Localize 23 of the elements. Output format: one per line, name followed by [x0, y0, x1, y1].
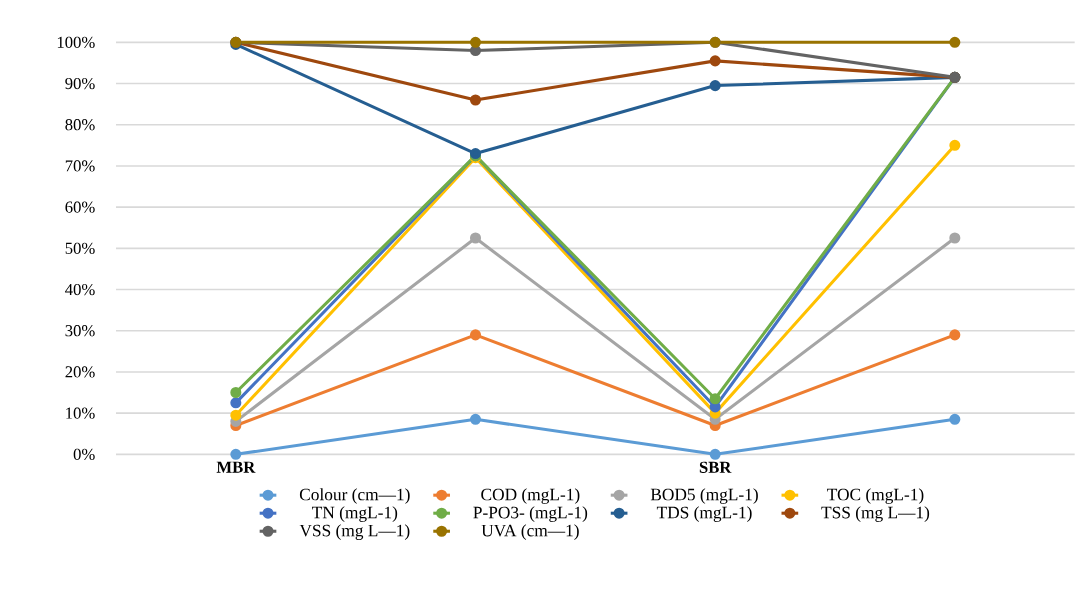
x-tick-label: MBR [216, 461, 256, 473]
y-tick-label: 90% [65, 77, 95, 90]
y-tick-label: 40% [65, 283, 95, 296]
y-tick-label: 50% [65, 242, 95, 254]
y-tick-label: 80% [65, 119, 95, 131]
legend-label: TSS (mg L—1) [821, 506, 930, 522]
legend-label: COD (mgL-1) [481, 488, 580, 504]
y-tick-label: 60% [65, 201, 95, 213]
legend-label: Colour (cm—1) [299, 488, 410, 504]
legend-label: P-PO3- (mgL-1) [473, 506, 588, 522]
legend-label: UVA (cm—1) [481, 524, 579, 540]
y-tick-label: 20% [65, 366, 95, 378]
y-tick-label: 0% [73, 448, 95, 460]
legend-label: VSS (mg L—1) [299, 524, 410, 540]
legend-label: TOC (mgL-1) [827, 488, 924, 504]
legend-label: BOD5 (mgL-1) [650, 488, 758, 504]
legend-label: TN (mgL-1) [312, 506, 398, 522]
y-tick-label: 70% [65, 160, 95, 172]
legend-label: TDS (mgL-1) [656, 506, 752, 522]
x-tick-label: SBR [699, 461, 732, 473]
y-tick-label: 30% [65, 325, 95, 337]
y-tick-label: 100% [57, 36, 95, 48]
y-tick-label: 10% [66, 407, 95, 419]
